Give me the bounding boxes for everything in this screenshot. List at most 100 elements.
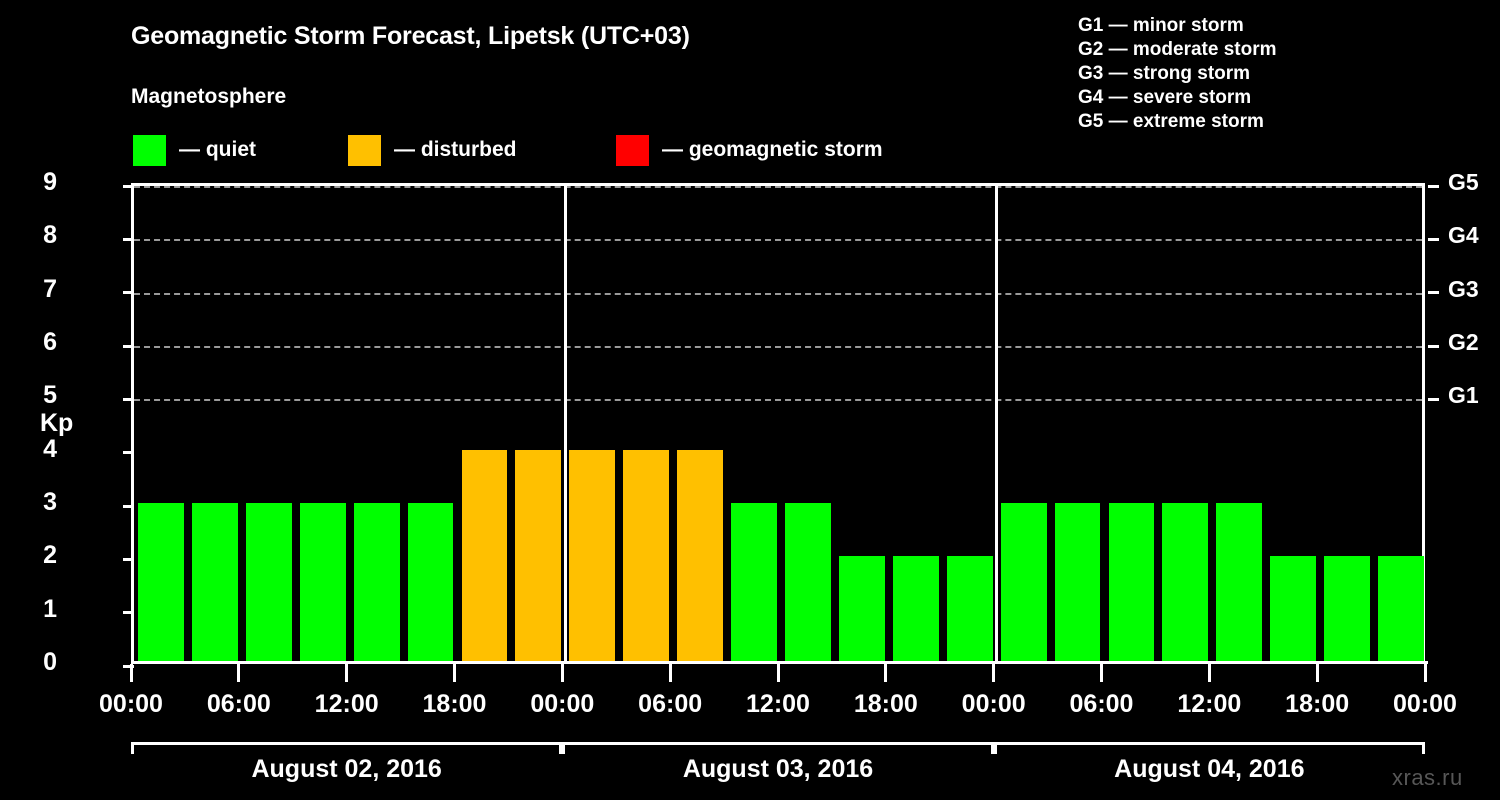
kp-bar[interactable] [677,449,724,663]
x-axis-tick [560,664,564,682]
plot-inner [123,184,1439,668]
x-axis-tick [1423,664,1427,682]
kp-bar[interactable] [623,449,670,663]
x-axis-tick-label: 00:00 [1393,690,1457,718]
date-band [993,742,1425,754]
g-scale-legend-row: G2 — moderate storm [1078,39,1277,60]
kp-bar[interactable] [1270,556,1317,663]
legend-entry-label: — disturbed [394,138,517,161]
x-axis-tick-label: 06:00 [1069,690,1134,718]
kp-bar[interactable] [892,556,939,663]
x-axis-tick-label: 18:00 [853,690,918,718]
x-axis-tick [453,664,456,682]
page-title: Geomagnetic Storm Forecast, Lipetsk (UTC… [131,22,690,50]
gridline [134,186,1422,188]
x-axis-tick [345,664,349,682]
x-axis-tick-label: 00:00 [530,690,595,718]
gridline [134,239,1422,242]
x-axis-tick [1315,664,1319,682]
x-axis-tick-label: 00:00 [99,690,163,718]
y-axis-tick-label: 9 [43,168,57,196]
day-separator [563,186,567,663]
g-axis-tick-label: G5 [1448,169,1479,195]
kp-bar[interactable] [353,503,400,663]
kp-bar[interactable] [1054,503,1101,663]
g-scale-legend-row: G4 — severe storm [1078,87,1252,108]
x-axis-baseline [131,661,1428,664]
kp-bar[interactable] [299,503,346,663]
gridline [134,346,1422,348]
y-axis-tick [123,664,134,668]
legend-entry-label: — geomagnetic storm [662,138,883,161]
x-axis-tick [237,664,241,682]
x-axis-tick-label: 18:00 [422,690,487,718]
kp-bar[interactable] [515,449,562,663]
g-axis-tick [1428,291,1439,295]
g-scale-legend-row: G1 — minor storm [1078,15,1244,36]
g-scale-legend: G1 — minor storm G2 — moderate storm G3 — … [1078,14,1277,134]
kp-bar[interactable] [245,503,292,663]
y-axis-tick-label: 6 [43,328,57,356]
x-axis-tick-label: 00:00 [961,690,1026,718]
y-axis-tick-label: 5 [43,381,57,410]
g-scale-legend-row: G3 — strong storm [1078,63,1251,84]
y-axis-tick [123,344,134,348]
kp-bar[interactable] [1216,503,1263,663]
kp-bar[interactable] [1108,503,1155,663]
kp-bar[interactable] [407,503,454,663]
date-label: August 02, 2016 [251,755,442,783]
y-axis-tick-label: 2 [43,541,57,570]
x-axis-tick [1207,664,1211,682]
kp-bar[interactable] [946,556,993,663]
y-axis-tick [123,451,134,455]
y-axis-tick [123,557,134,561]
green-swatch [133,134,166,166]
kp-bar[interactable] [1378,556,1424,663]
y-axis-tick [123,184,134,188]
day-separator [995,186,999,663]
x-axis-tick-label: 12:00 [1177,690,1242,718]
orange-swatch [348,134,381,166]
date-band [131,742,563,754]
kp-bar[interactable] [461,449,508,663]
legend-entry: — quiet [133,134,256,166]
kp-bar[interactable] [731,503,777,663]
g-axis-tick-label: G3 [1448,275,1479,302]
x-axis-tick-label: 12:00 [746,690,810,718]
plot-area [123,183,1439,668]
g-axis-tick [1428,184,1439,188]
kp-bar[interactable] [785,503,831,663]
kp-bar[interactable] [138,503,184,663]
y-axis-tick [123,611,134,615]
kp-bar[interactable] [1324,556,1371,663]
y-axis-tick [123,291,134,295]
gridline [134,399,1422,402]
y-axis-tick-label: 4 [43,434,57,463]
x-axis-tick-label: 06:00 [638,690,703,718]
watermark: xras.ru [1392,765,1463,790]
legend-entry: — disturbed [348,134,517,166]
g-axis-tick-label: G4 [1448,222,1479,249]
date-label: August 03, 2016 [682,755,874,783]
y-axis-tick [123,504,134,508]
g-axis-tick-label: G1 [1448,382,1479,409]
date-band [562,742,994,754]
magnetosphere-section-label: Magnetosphere [131,85,287,108]
kp-bar[interactable] [838,556,885,663]
g-scale-legend-row: G5 — extreme storm [1078,111,1264,132]
x-axis-tick [776,664,780,682]
y-axis-tick-label: 7 [43,274,57,303]
kp-bar[interactable] [1162,503,1209,663]
g-axis-tick [1428,237,1439,241]
x-axis-tick-label: 18:00 [1285,690,1350,718]
x-axis-tick [668,664,672,682]
kp-bar[interactable] [1000,503,1047,663]
y-axis-tick-label: 8 [43,221,57,250]
y-axis-tick-label: 3 [43,488,57,516]
kp-bar[interactable] [569,449,616,663]
g-axis-tick-label: G2 [1448,329,1479,355]
kp-bar[interactable] [191,503,238,663]
g-axis-tick [1428,344,1439,348]
y-axis-tick [123,237,134,241]
x-axis-tick [1100,664,1103,682]
